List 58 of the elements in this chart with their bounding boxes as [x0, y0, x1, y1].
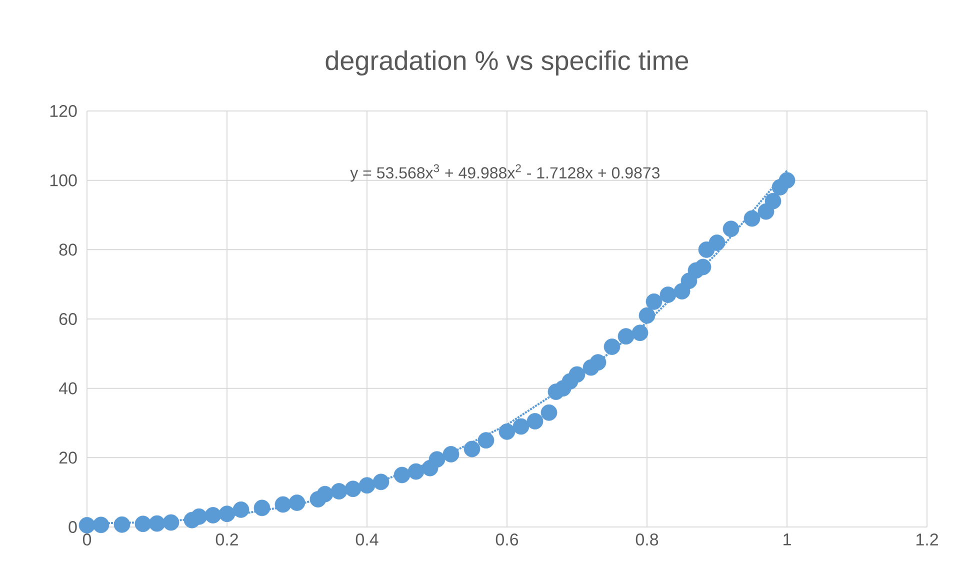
point: [190, 508, 208, 525]
point: [394, 466, 410, 484]
point: [408, 463, 424, 480]
point: [590, 354, 606, 371]
point: [708, 234, 726, 251]
point: [568, 366, 586, 383]
point: [274, 496, 292, 513]
point: [540, 404, 558, 421]
point: [498, 423, 516, 440]
point: [330, 483, 348, 500]
point: [660, 286, 676, 303]
x-tick-label: 0.2: [216, 534, 238, 546]
x-tick-label: 1.2: [916, 534, 938, 546]
point: [344, 480, 362, 498]
point: [694, 258, 712, 276]
x-tick-label: 1: [784, 534, 791, 546]
y-tick-label: 120: [50, 104, 77, 118]
annotation: y = 53.568x$^{3}$ + 49.988x$^{2}$ - 1.7128x + 0.9873: [350, 164, 660, 182]
point: [428, 451, 446, 468]
point: [372, 474, 390, 490]
point: [764, 192, 782, 210]
point: [778, 172, 796, 189]
chart-title: degradation % vs specific time: [326, 50, 688, 76]
point: [134, 516, 152, 532]
x-tick-label: 0.4: [356, 534, 378, 546]
point: [254, 500, 270, 516]
point: [162, 514, 180, 531]
point: [632, 324, 648, 342]
y-tick-label: 80: [59, 244, 77, 256]
y-tick-label: 0: [68, 520, 77, 534]
point: [218, 506, 236, 522]
y-tick-label: 40: [58, 382, 77, 394]
x-tick-label: 0.6: [496, 534, 518, 546]
point: [358, 477, 376, 494]
point: [722, 220, 740, 238]
y-tick-label: 100: [50, 174, 77, 186]
point: [204, 507, 222, 524]
x-tick-label: 0: [82, 534, 92, 546]
point: [114, 516, 130, 533]
point: [618, 328, 634, 345]
point: [148, 515, 166, 532]
point: [288, 494, 306, 511]
point: [92, 516, 110, 534]
point: [478, 432, 494, 449]
point: [316, 486, 334, 502]
point: [646, 293, 662, 310]
point: [442, 446, 460, 462]
point: [512, 418, 530, 435]
y-tick-label: 60: [59, 312, 77, 326]
point: [526, 413, 544, 430]
point: [232, 501, 250, 518]
point: [78, 517, 96, 534]
x-tick-label: 0.8: [636, 534, 658, 546]
point: [744, 210, 760, 227]
point: [604, 338, 620, 355]
point: [464, 440, 480, 458]
point: [638, 307, 656, 324]
y-tick-label: 20: [59, 452, 77, 464]
